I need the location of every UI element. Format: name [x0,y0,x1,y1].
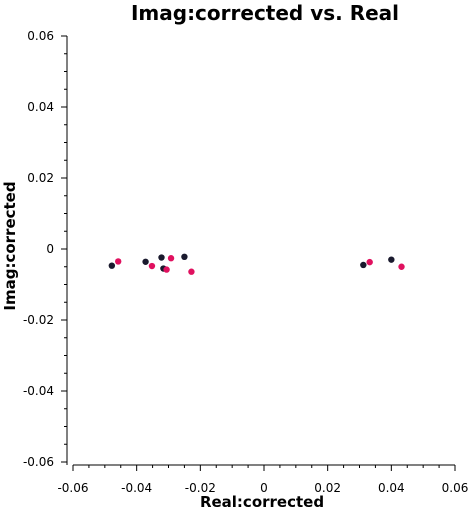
y-axis-label: Imag:corrected [1,181,19,310]
y-tick-label: -0.04 [23,384,54,398]
data-point [115,258,122,265]
chart-title: Imag:corrected vs. Real [131,1,399,25]
data-point [158,254,165,261]
x-tick-label: -0.02 [185,481,216,495]
data-point [360,261,367,269]
x-tick-label: -0.04 [121,481,152,495]
data-points [108,253,405,275]
x-tick-label: 0.02 [314,481,341,495]
y-ticks: -0.06 -0.04 -0.02 0 0.02 0.04 0.06 [23,29,67,469]
data-point [108,262,116,269]
data-point [398,263,405,270]
x-tick-label: 0.04 [378,481,405,495]
y-tick-label: 0.04 [27,100,54,114]
data-point [142,258,149,265]
data-point [366,258,373,266]
x-ticks: -0.06 -0.04 -0.02 0 0.02 0.04 0.06 [57,465,468,495]
y-tick-label: -0.06 [23,455,54,469]
data-point [388,256,395,263]
y-tick-label: 0 [46,242,54,256]
x-tick-label: 0.06 [442,481,469,495]
data-point [167,255,175,262]
y-tick-label: 0.02 [27,171,54,185]
data-point [148,262,156,270]
x-tick-label: 0 [260,481,268,495]
x-tick-label: -0.06 [57,481,88,495]
x-axis-label: Real:corrected [200,493,324,511]
y-tick-label: 0.06 [27,29,54,43]
y-tick-label: -0.02 [23,313,54,327]
data-point [181,253,188,261]
data-point [188,268,195,275]
data-point [163,266,170,273]
